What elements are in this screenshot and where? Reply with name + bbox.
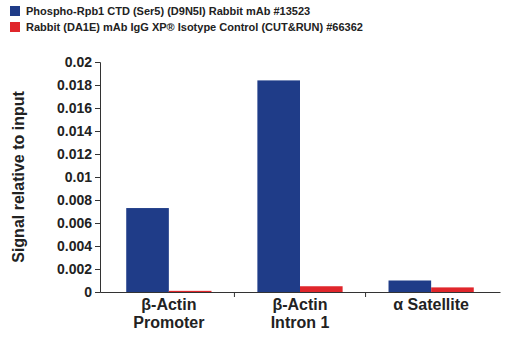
bar: [257, 80, 300, 292]
legend-label: Rabbit (DA1E) mAb IgG XP® Isotype Contro…: [26, 21, 363, 33]
x-tick-label: β-ActinPromoter: [133, 296, 204, 331]
x-axis: β-ActinPromoter β-ActinIntron 1 α Satellit…: [101, 292, 501, 331]
bar-series: [126, 80, 431, 292]
y-tick-mark: [95, 292, 100, 293]
y-tick-mark: [95, 223, 100, 224]
x-separator: [365, 292, 366, 297]
y-tick: 0.016: [57, 100, 100, 116]
legend-label: Phospho-Rpb1 CTD (Ser5) (D9N5I) Rabbit m…: [26, 5, 310, 17]
legend-swatch: [10, 22, 20, 32]
y-tick: 0.01: [65, 169, 100, 185]
y-tick: 0.02: [65, 54, 100, 70]
y-tick-label: 0.004: [57, 238, 92, 254]
y-tick: 0.006: [57, 215, 100, 231]
x-tick: β-ActinPromoter: [133, 292, 204, 331]
y-axis-title: Signal relative to input: [10, 91, 27, 263]
y-tick-mark: [95, 269, 100, 270]
x-separators: [234, 292, 365, 297]
y-tick-mark: [95, 200, 100, 201]
bar: [126, 208, 169, 292]
y-tick-label: 0.014: [57, 123, 92, 139]
legend-swatch: [10, 6, 20, 16]
y-tick-mark: [95, 131, 100, 132]
bars: [126, 80, 474, 292]
y-tick-label: 0.006: [57, 215, 92, 231]
x-tick-label: α Satellite: [393, 296, 469, 313]
y-tick-label: 0.018: [57, 77, 92, 93]
y-tick: 0.004: [57, 238, 100, 254]
y-tick-mark: [95, 177, 100, 178]
x-separator: [234, 292, 235, 297]
bar: [389, 281, 432, 293]
y-tick-label: 0.012: [57, 146, 92, 162]
bar: [431, 287, 474, 292]
y-tick-mark: [95, 62, 100, 63]
y-tick-label: 0.008: [57, 192, 92, 208]
y-tick-mark: [95, 108, 100, 109]
legend: Phospho-Rpb1 CTD (Ser5) (D9N5I) Rabbit m…: [10, 5, 363, 33]
y-tick-label: 0.002: [57, 261, 92, 277]
y-tick-label: 0: [84, 284, 92, 300]
y-tick-mark: [95, 246, 100, 247]
y-tick: 0: [84, 284, 100, 300]
bar-series: [169, 286, 474, 292]
x-axis-line: [101, 292, 501, 293]
plot: 0 0.002 0.004 0.006 0.008 0.01 0.012 0.014 0.016…: [57, 54, 501, 331]
bar: [300, 286, 343, 292]
y-tick: 0.008: [57, 192, 100, 208]
y-tick-mark: [95, 85, 100, 86]
legend-item: Rabbit (DA1E) mAb IgG XP® Isotype Contro…: [10, 21, 363, 33]
bar: [169, 291, 212, 292]
y-axis: 0 0.002 0.004 0.006 0.008 0.01 0.012 0.014 0.016…: [57, 54, 101, 300]
y-tick-label: 0.01: [65, 169, 92, 185]
x-tick: β-ActinIntron 1: [271, 292, 330, 331]
x-tick-label: β-ActinIntron 1: [271, 296, 330, 331]
y-tick-label: 0.02: [65, 54, 92, 70]
y-tick: 0.002: [57, 261, 100, 277]
chart: 0 0.002 0.004 0.006 0.008 0.01 0.012 0.014 0.016…: [0, 0, 520, 350]
y-tick: 0.014: [57, 123, 100, 139]
y-tick-mark: [95, 154, 100, 155]
legend-item: Phospho-Rpb1 CTD (Ser5) (D9N5I) Rabbit m…: [10, 5, 310, 17]
x-tick: α Satellite: [393, 292, 469, 313]
y-tick: 0.012: [57, 146, 100, 162]
y-axis-line: [95, 63, 101, 293]
y-tick-label: 0.016: [57, 100, 92, 116]
y-tick: 0.018: [57, 77, 100, 93]
